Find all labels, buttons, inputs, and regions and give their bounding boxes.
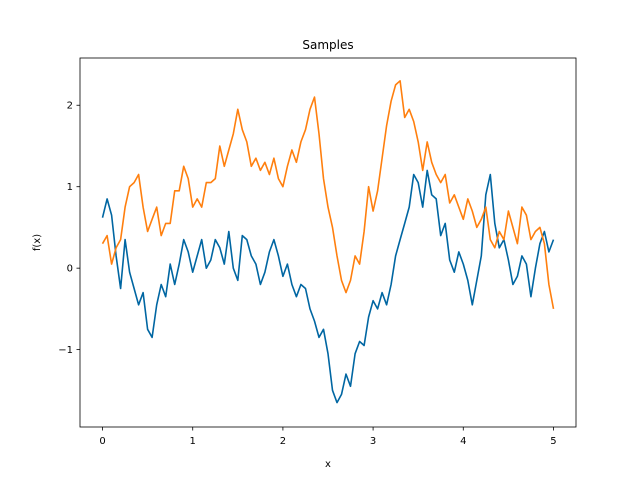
x-tick-label: 1 [190,436,196,447]
x-tick-label: 4 [460,436,466,447]
x-axis-label: x [325,459,331,470]
y-tick-label: 1 [67,182,73,193]
y-axis-label: f(x) [32,234,43,251]
series-line-1 [101,169,555,404]
x-tick-label: 5 [550,436,556,447]
y-tick-label: 0 [67,264,73,275]
chart-title: Samples [302,38,353,52]
plot-frame [79,57,577,428]
y-tick-label: −1 [58,345,73,356]
y-tick-label: 2 [67,101,73,112]
series-layer [101,80,555,404]
x-axis: 0 1 2 3 4 5 [99,427,557,447]
y-axis: −1 0 1 2 [58,101,80,356]
series-line-2 [101,80,555,310]
x-tick-label: 3 [370,436,376,447]
x-tick-label: 0 [99,436,105,447]
x-tick-label: 2 [280,436,286,447]
